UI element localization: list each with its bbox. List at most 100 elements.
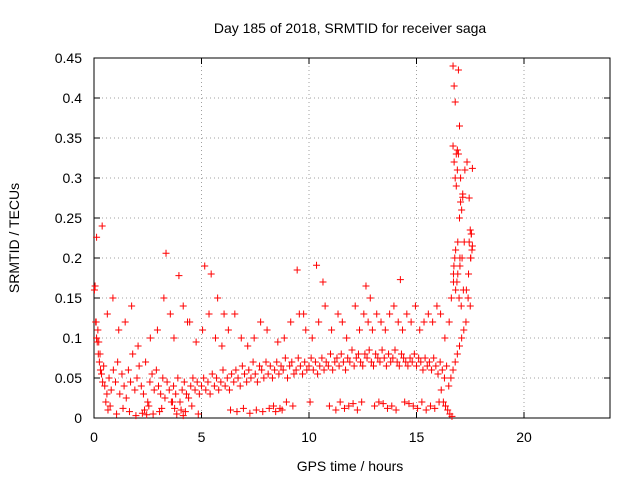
data-point [325, 402, 333, 410]
data-point [407, 318, 415, 326]
data-point [396, 276, 404, 284]
data-point [331, 358, 339, 366]
data-point [455, 294, 463, 302]
data-point [368, 326, 376, 334]
data-point [208, 370, 216, 378]
data-point [103, 390, 111, 398]
data-point [422, 406, 430, 414]
data-point [342, 366, 350, 374]
data-point [327, 350, 334, 358]
y-tick-label: 0.15 [55, 290, 82, 306]
data-point [294, 354, 302, 362]
data-point [468, 164, 476, 172]
data-point [179, 302, 187, 310]
data-point [377, 318, 385, 326]
data-point [403, 310, 411, 318]
data-point [440, 374, 448, 382]
data-point [219, 366, 227, 374]
data-point [119, 404, 127, 412]
data-point [207, 270, 215, 278]
data-point [265, 404, 273, 412]
data-point [453, 146, 461, 154]
x-axis-label: GPS time / hours [297, 458, 404, 474]
data-point [405, 400, 413, 408]
data-point [274, 338, 282, 346]
data-point [144, 398, 152, 406]
data-point [268, 374, 276, 382]
chart-title: Day 185 of 2018, SRMTID for receiver sag… [214, 20, 487, 36]
data-point [177, 406, 185, 414]
data-point [314, 370, 322, 378]
y-tick-label: 0.4 [63, 90, 83, 106]
data-point [286, 362, 294, 370]
data-point [132, 412, 140, 420]
data-point [449, 62, 457, 70]
y-tick-label: 0.2 [63, 250, 83, 266]
data-point [365, 346, 373, 354]
data-point [135, 362, 143, 370]
data-point [94, 326, 102, 334]
data-point [211, 334, 219, 342]
data-point [376, 358, 384, 366]
y-tick-label: 0.25 [55, 210, 82, 226]
data-point [271, 366, 279, 374]
data-point [332, 406, 340, 414]
data-point [438, 366, 446, 374]
data-point [357, 358, 365, 366]
data-point [149, 410, 157, 418]
plot-frame [93, 57, 611, 419]
data-point [221, 382, 229, 390]
data-point [443, 362, 451, 370]
data-point [413, 362, 420, 370]
data-point [148, 370, 156, 378]
data-point [401, 398, 409, 406]
data-point [393, 358, 401, 366]
data-point [153, 326, 161, 334]
data-point [324, 362, 332, 370]
data-point [246, 409, 254, 417]
data-point [353, 406, 361, 414]
y-tick-label: 0.45 [55, 50, 82, 66]
data-point [328, 326, 336, 334]
data-point [351, 302, 359, 310]
data-point [460, 326, 468, 334]
data-point [404, 362, 412, 370]
data-point [358, 398, 366, 406]
data-point [451, 174, 459, 182]
data-point [348, 346, 356, 354]
data-point [98, 370, 106, 378]
data-point [303, 366, 311, 374]
data-point [334, 310, 342, 318]
data-point [204, 378, 212, 386]
data-point [215, 386, 223, 394]
data-point [313, 261, 321, 269]
data-point [241, 370, 248, 378]
data-point [145, 402, 153, 410]
data-point [447, 374, 455, 382]
data-point [344, 354, 352, 362]
data-point [93, 233, 101, 241]
data-point [170, 382, 178, 390]
data-point [302, 326, 310, 334]
data-point [395, 362, 403, 370]
data-point [426, 402, 434, 410]
data-point [295, 310, 303, 318]
data-point [381, 326, 389, 334]
data-point [466, 226, 474, 234]
data-point [243, 378, 251, 386]
data-point [367, 358, 375, 366]
data-point [465, 270, 473, 278]
x-tick-label: 15 [409, 429, 425, 445]
data-point [95, 358, 103, 366]
data-point [133, 374, 141, 382]
data-point [454, 66, 462, 74]
data-point [449, 142, 457, 150]
y-tick-label: 0.1 [63, 330, 83, 346]
data-point [335, 362, 343, 370]
data-point [452, 246, 460, 254]
data-point [372, 350, 380, 358]
data-point [305, 362, 313, 370]
data-point [414, 404, 422, 412]
data-point [260, 374, 268, 382]
